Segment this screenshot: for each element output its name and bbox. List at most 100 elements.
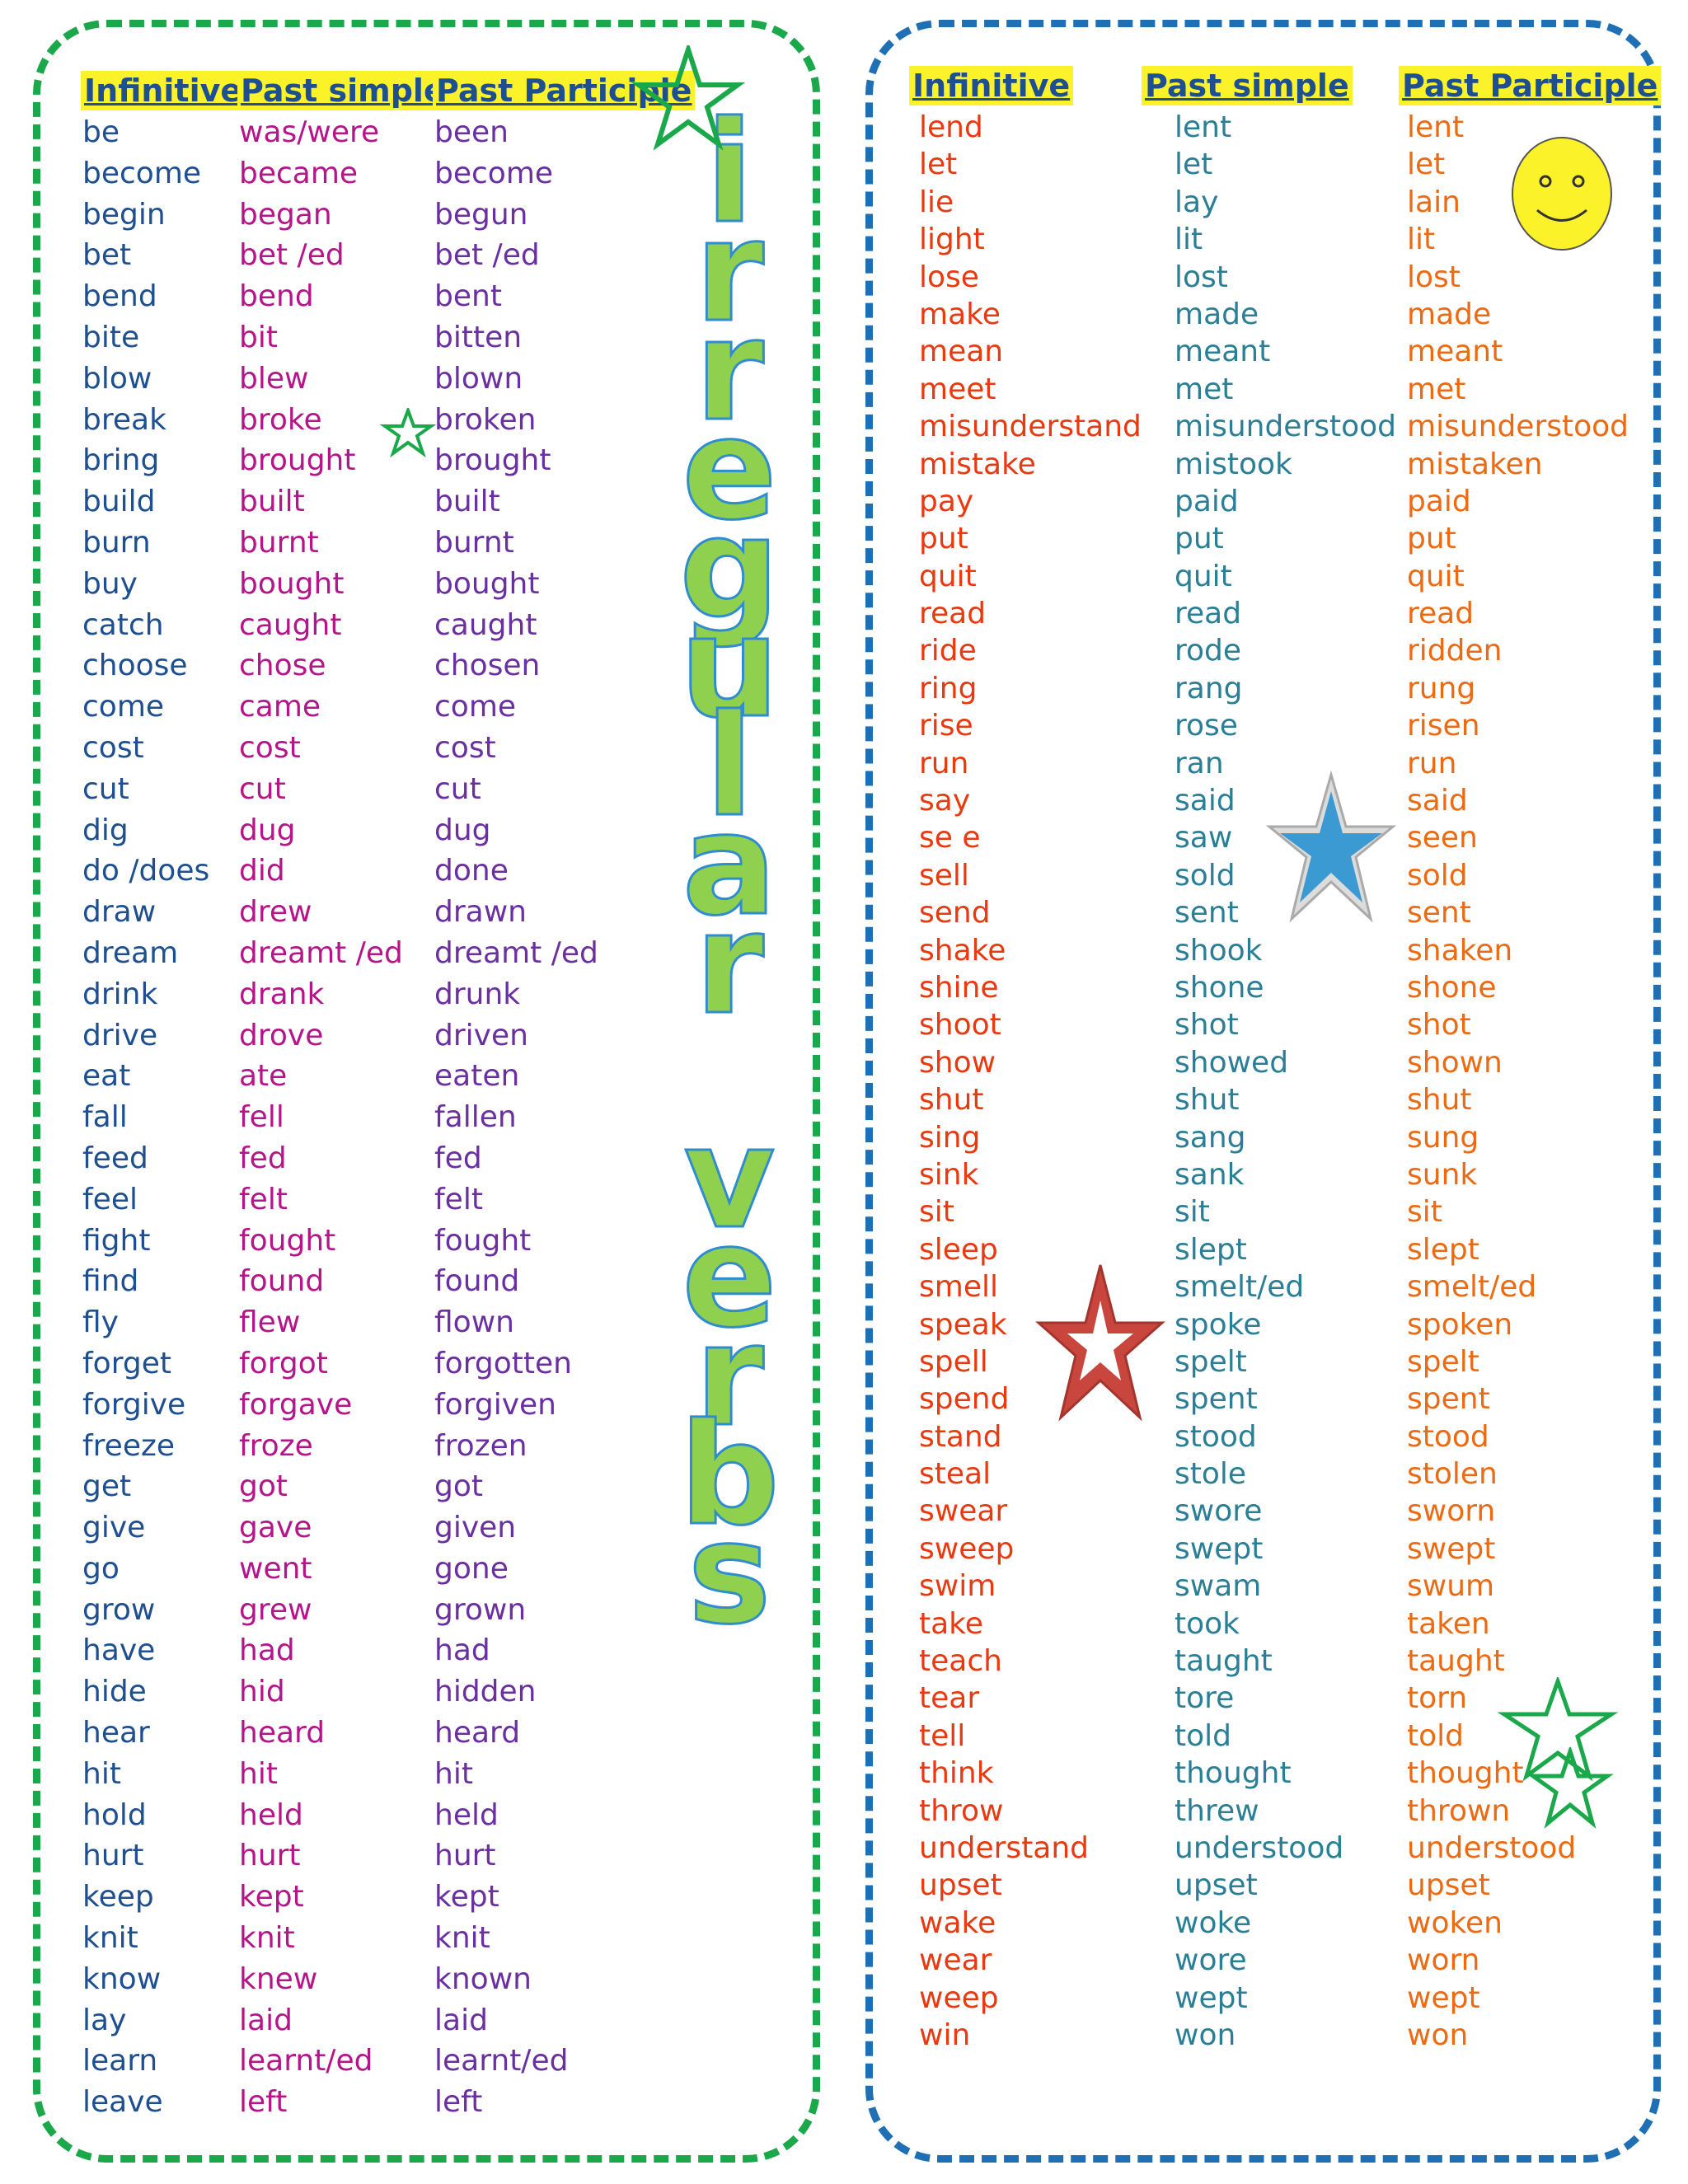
verb-cell: forgiven bbox=[434, 1387, 556, 1422]
verb-cell: broke bbox=[239, 402, 322, 437]
verb-cell: tear bbox=[919, 1681, 980, 1716]
verb-cell: worn bbox=[1407, 1943, 1480, 1978]
verb-cell: fall bbox=[82, 1100, 128, 1135]
verb-cell: drove bbox=[239, 1018, 324, 1052]
verb-cell: hold bbox=[82, 1797, 147, 1832]
verb-cell: lit bbox=[1407, 223, 1436, 257]
verb-cell: flew bbox=[239, 1305, 301, 1340]
verb-cell: threw bbox=[1175, 1793, 1259, 1828]
verb-cell: left bbox=[239, 2085, 288, 2120]
verb-cell: fought bbox=[434, 1223, 532, 1258]
left-header-infinitive: Infinitive bbox=[81, 71, 246, 110]
verb-cell: misunderstood bbox=[1407, 410, 1629, 444]
verb-cell: stole bbox=[1175, 1457, 1247, 1492]
verb-cell: ring bbox=[919, 671, 978, 705]
verb-cell: bought bbox=[239, 566, 345, 601]
verb-cell: drive bbox=[82, 1018, 158, 1052]
verb-cell: speak bbox=[919, 1307, 1007, 1342]
small-star-icon bbox=[379, 408, 437, 457]
verb-cell: heard bbox=[434, 1716, 521, 1750]
verb-cell: shine bbox=[919, 970, 999, 1005]
verb-cell: burn bbox=[82, 525, 151, 560]
verb-cell: saw bbox=[1175, 821, 1233, 855]
verb-cell: say bbox=[919, 784, 971, 818]
verb-cell: sit bbox=[919, 1195, 954, 1230]
verb-cell: wept bbox=[1175, 1980, 1248, 2015]
verb-cell: thought bbox=[1175, 1756, 1292, 1791]
verb-cell: learnt/ed bbox=[239, 2044, 373, 2079]
verb-cell: knew bbox=[239, 1961, 318, 1996]
right-past-participle-column: lent let lain lit lost made meant met misunderst… bbox=[1407, 109, 1629, 2054]
verb-cell: upset bbox=[1407, 1868, 1490, 1903]
verb-cell: wake bbox=[919, 1905, 996, 1940]
verb-cell: taken bbox=[1407, 1606, 1490, 1641]
verb-cell: made bbox=[1407, 297, 1492, 331]
verb-cell: feed bbox=[82, 1141, 148, 1175]
verb-cell: mistook bbox=[1175, 447, 1292, 481]
left-past-simple-column: was/were became began bet /ed bend bit blew bro… bbox=[239, 112, 429, 2123]
verb-cell: sworn bbox=[1407, 1494, 1496, 1529]
verb-cell: eat bbox=[82, 1059, 131, 1094]
left-header-past-participle: Past Participle bbox=[433, 71, 696, 110]
verb-cell: begun bbox=[434, 197, 528, 232]
verb-cell: become bbox=[82, 156, 202, 190]
verb-cell: wear bbox=[919, 1943, 992, 1978]
verb-cell: paid bbox=[1175, 484, 1239, 518]
verb-cell: chosen bbox=[434, 649, 541, 683]
verb-cell: eaten bbox=[434, 1059, 520, 1094]
verb-cell: quit bbox=[1175, 559, 1232, 593]
verb-cell: caught bbox=[434, 607, 537, 642]
verb-cell: let bbox=[919, 148, 958, 182]
verb-cell: gone bbox=[434, 1551, 509, 1586]
verb-cell: tell bbox=[919, 1718, 966, 1753]
verb-cell: shut bbox=[919, 1083, 984, 1118]
verb-cell: dreamt /ed bbox=[434, 935, 598, 970]
verb-cell: blow bbox=[82, 361, 152, 396]
verb-cell: sunk bbox=[1407, 1157, 1478, 1192]
verb-cell: rose bbox=[1175, 709, 1238, 743]
verb-cell: forgotten bbox=[434, 1346, 572, 1380]
verb-cell: stolen bbox=[1407, 1457, 1498, 1492]
verb-cell: send bbox=[919, 896, 991, 930]
verb-cell: hit bbox=[434, 1756, 473, 1791]
verb-cell: thrown bbox=[1407, 1793, 1511, 1828]
verb-cell: blown bbox=[434, 361, 523, 396]
verb-cell: put bbox=[1407, 522, 1456, 556]
verb-cell: read bbox=[1175, 597, 1242, 631]
verb-cell: spelt bbox=[1407, 1344, 1479, 1379]
verb-cell: mistake bbox=[919, 447, 1036, 481]
verb-cell: had bbox=[434, 1633, 490, 1668]
verb-cell: understood bbox=[1175, 1830, 1344, 1865]
verb-cell: lay bbox=[82, 2003, 127, 2037]
title-letter: u bbox=[678, 586, 781, 749]
verb-cell: told bbox=[1407, 1718, 1464, 1753]
verb-cell: find bbox=[82, 1264, 139, 1299]
verb-cell: dig bbox=[82, 813, 129, 847]
verb-cell: spoke bbox=[1175, 1307, 1262, 1342]
verb-cell: stand bbox=[919, 1419, 1002, 1454]
title-letter: b bbox=[678, 1394, 781, 1557]
verb-cell: leave bbox=[82, 2085, 163, 2120]
verb-cell: make bbox=[919, 297, 1001, 331]
verb-cell: chose bbox=[239, 649, 326, 683]
verb-cell: tore bbox=[1175, 1681, 1235, 1716]
verb-cell: do /does bbox=[82, 854, 210, 888]
verb-cell: rung bbox=[1407, 671, 1476, 705]
verb-cell: rode bbox=[1175, 634, 1242, 668]
verb-cell: slept bbox=[1407, 1232, 1479, 1267]
verb-cell: thought bbox=[1407, 1756, 1524, 1791]
right-past-simple-column: lent let lay lit lost made meant met misundersto… bbox=[1175, 109, 1397, 2054]
verb-cell: hear bbox=[82, 1716, 150, 1750]
verb-cell: met bbox=[1407, 372, 1466, 406]
verb-cell: come bbox=[434, 690, 517, 724]
verb-cell: ridden bbox=[1407, 634, 1503, 668]
title-letter: a bbox=[681, 784, 778, 947]
verb-cell: laid bbox=[239, 2003, 293, 2037]
verb-cell: spent bbox=[1175, 1382, 1258, 1417]
verb-cell: hit bbox=[82, 1756, 121, 1791]
verb-cell: swim bbox=[919, 1569, 996, 1604]
verb-cell: cut bbox=[434, 771, 481, 806]
verb-cell: forgive bbox=[82, 1387, 186, 1422]
verb-cell: dreamt /ed bbox=[239, 935, 403, 970]
verb-cell: took bbox=[1175, 1606, 1240, 1641]
